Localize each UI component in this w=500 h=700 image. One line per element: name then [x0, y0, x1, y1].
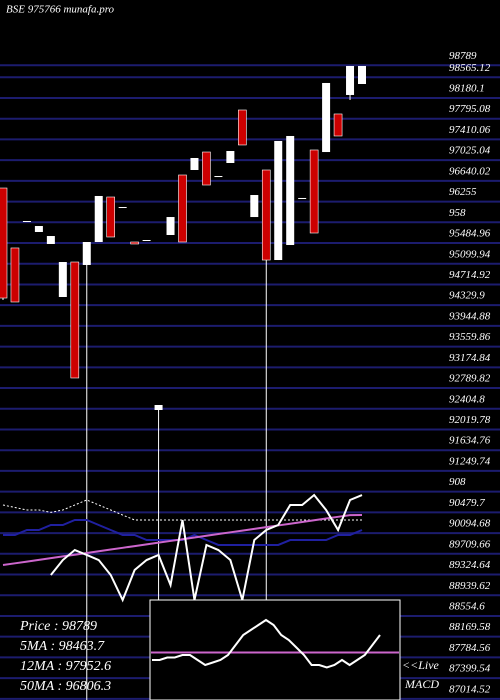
macd-line — [152, 618, 381, 669]
macd-label: MACD — [404, 677, 439, 691]
indicator-line — [50, 493, 363, 603]
macd — [151, 618, 399, 669]
candle-body — [346, 65, 355, 95]
y-tick-label: 90094.68 — [449, 518, 491, 530]
y-tick-label: 96255 — [449, 186, 477, 198]
y-tick-label: 97025.04 — [449, 145, 491, 157]
y-tick-label: 95484.96 — [449, 228, 491, 240]
macd-label: <<Live — [402, 658, 440, 672]
candle-body — [322, 82, 331, 153]
y-tick-label: 98565.12 — [449, 62, 491, 74]
y-tick-label: 91634.76 — [449, 435, 491, 447]
candle-body — [226, 150, 235, 163]
indicator-label: 5MA : 98463.7 — [20, 639, 105, 654]
candles — [0, 65, 366, 700]
y-tick-label: 92789.82 — [449, 373, 491, 385]
candle-body — [154, 404, 163, 411]
candle-body — [118, 207, 127, 209]
y-tick-label: 87399.54 — [449, 663, 491, 675]
candle-body — [46, 236, 55, 244]
candle-body — [333, 113, 343, 137]
y-tick-label: 958 — [449, 207, 466, 219]
candle-body — [214, 176, 223, 178]
candle-body — [190, 157, 199, 170]
candle-body — [130, 241, 139, 245]
indicator-lines — [2, 493, 363, 603]
y-tick-label: 97410.06 — [449, 124, 491, 136]
candle-body — [0, 187, 8, 299]
y-tick-label: 92019.78 — [449, 414, 491, 426]
y-tick-label: 93944.88 — [449, 310, 491, 322]
indicator-line — [2, 514, 363, 567]
candle-body — [274, 140, 283, 261]
grid — [0, 64, 500, 700]
y-tick-label: 98180.1 — [449, 83, 485, 95]
candle-body — [178, 174, 187, 243]
candle-body — [298, 197, 307, 199]
y-tick-label: 88169.58 — [449, 621, 491, 633]
macd-box — [149, 599, 401, 700]
candle-body — [70, 261, 80, 379]
candle-body — [106, 196, 115, 238]
y-tick-label: 92404.8 — [449, 393, 485, 405]
indicator-line — [2, 499, 362, 521]
y-tick-label: 908 — [449, 476, 466, 488]
y-tick-label: 87014.52 — [449, 683, 491, 695]
indicator-label: 12MA : 97952.6 — [20, 659, 111, 674]
indicator-label: 50MA : 96806.3 — [20, 679, 111, 694]
chart-title: BSE 975766 munafa.pro — [6, 4, 115, 16]
candle-body — [166, 217, 175, 236]
candle-body — [34, 226, 43, 232]
y-tick-label: 88554.6 — [449, 600, 485, 612]
candle-body — [202, 151, 211, 186]
candle-body — [286, 135, 295, 246]
y-tick-label: 93174.84 — [449, 352, 491, 364]
y-tick-label: 89324.64 — [449, 559, 491, 571]
candle-body — [10, 247, 20, 303]
candle-body — [58, 262, 67, 297]
y-tick-label: 95099.94 — [449, 248, 491, 260]
candle-body — [358, 65, 366, 85]
y-tick-label: 94329.9 — [449, 290, 485, 302]
candle-body — [142, 240, 151, 242]
y-tick-label: 93559.86 — [449, 331, 491, 343]
candle-body — [250, 195, 259, 218]
candle-body — [261, 169, 271, 261]
candle-body — [94, 195, 103, 242]
y-tick-label: 87784.56 — [449, 642, 491, 654]
indicator-label: Price : 98789 — [19, 619, 97, 634]
y-tick-label: 91249.74 — [449, 455, 491, 467]
candle-body — [22, 221, 31, 223]
y-tick-label: 94714.92 — [449, 269, 491, 281]
candle-body — [309, 149, 319, 234]
candle-body — [82, 241, 91, 265]
candle-body — [238, 109, 247, 146]
y-tick-label: 90479.7 — [449, 497, 485, 509]
y-tick-label: 98789 — [449, 50, 477, 62]
y-tick-label: 96640.02 — [449, 165, 491, 177]
y-tick-label: 88939.62 — [449, 580, 491, 592]
y-tick-label: 97795.08 — [449, 103, 491, 115]
y-tick-label: 89709.66 — [449, 538, 491, 550]
